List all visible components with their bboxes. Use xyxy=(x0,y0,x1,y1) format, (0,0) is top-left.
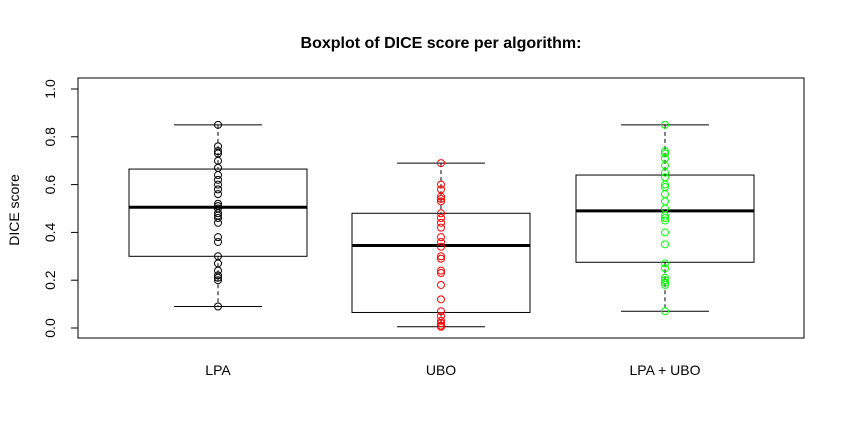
data-point xyxy=(661,240,669,249)
data-point xyxy=(214,209,222,218)
data-point xyxy=(661,280,669,289)
data-point xyxy=(437,295,445,304)
y-tick-label: 0.4 xyxy=(42,222,58,242)
data-point xyxy=(214,147,222,156)
data-point xyxy=(437,192,445,201)
data-point xyxy=(661,278,669,287)
data-point xyxy=(661,120,669,129)
y-tick-label: 1.0 xyxy=(42,79,58,99)
data-point xyxy=(661,259,669,268)
data-point xyxy=(214,237,222,246)
data-point xyxy=(437,242,445,251)
y-tick-label: 0.8 xyxy=(42,127,58,147)
data-point xyxy=(437,319,445,328)
box-2 xyxy=(351,159,531,331)
data-point xyxy=(437,316,445,325)
data-point xyxy=(661,149,669,158)
data-point xyxy=(661,180,669,189)
data-point xyxy=(437,322,445,331)
y-tick-label: 0.2 xyxy=(42,270,58,290)
x-tick-label: UBO xyxy=(426,362,456,378)
data-point xyxy=(661,264,669,273)
data-point xyxy=(214,233,222,242)
x-tick-label: LPA + UBO xyxy=(630,362,701,378)
chart-title: Boxplot of DICE score per algorithm: xyxy=(301,35,582,52)
data-point xyxy=(214,276,222,285)
data-point xyxy=(437,266,445,275)
data-point xyxy=(437,307,445,316)
data-point xyxy=(661,276,669,285)
data-point xyxy=(661,216,669,225)
data-point xyxy=(437,180,445,189)
data-point xyxy=(661,214,669,223)
data-point xyxy=(437,209,445,218)
box-3 xyxy=(575,120,755,316)
data-point xyxy=(214,273,222,282)
y-tick-label: 0.6 xyxy=(42,175,58,195)
y-tick-label: 0.0 xyxy=(42,318,58,338)
data-point xyxy=(437,280,445,289)
data-point xyxy=(437,233,445,242)
data-point xyxy=(214,271,222,280)
y-axis: 0.0 0.2 0.4 0.6 0.8 1.0 xyxy=(42,79,79,338)
data-point xyxy=(214,302,222,311)
data-point xyxy=(661,168,669,177)
x-axis: LPA UBO LPA + UBO xyxy=(205,362,700,378)
data-point xyxy=(214,171,222,180)
data-point xyxy=(661,228,669,237)
data-point xyxy=(661,307,669,316)
data-point xyxy=(437,252,445,261)
y-axis-label: DICE score xyxy=(6,174,22,246)
data-point xyxy=(437,159,445,168)
data-point xyxy=(437,223,445,232)
data-point xyxy=(214,218,222,227)
data-point xyxy=(437,254,445,263)
data-point xyxy=(437,237,445,246)
data-point xyxy=(214,190,222,199)
box-1 xyxy=(128,120,308,311)
data-point xyxy=(437,194,445,203)
data-point xyxy=(214,175,222,184)
data-point xyxy=(437,214,445,223)
data-point xyxy=(661,211,669,220)
data-point xyxy=(437,197,445,206)
data-point xyxy=(437,269,445,278)
data-point xyxy=(214,180,222,189)
boxes-group xyxy=(128,120,755,331)
data-point xyxy=(214,214,222,223)
iqr-box xyxy=(128,168,308,257)
x-tick-label: LPA xyxy=(205,362,231,378)
data-point xyxy=(214,199,222,208)
data-point xyxy=(437,218,445,227)
iqr-box xyxy=(351,212,531,313)
data-point xyxy=(214,120,222,129)
data-point xyxy=(214,185,222,194)
